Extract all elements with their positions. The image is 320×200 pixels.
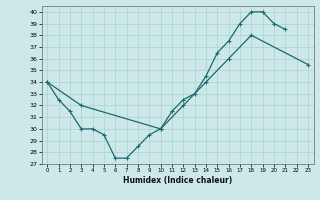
X-axis label: Humidex (Indice chaleur): Humidex (Indice chaleur) — [123, 176, 232, 185]
